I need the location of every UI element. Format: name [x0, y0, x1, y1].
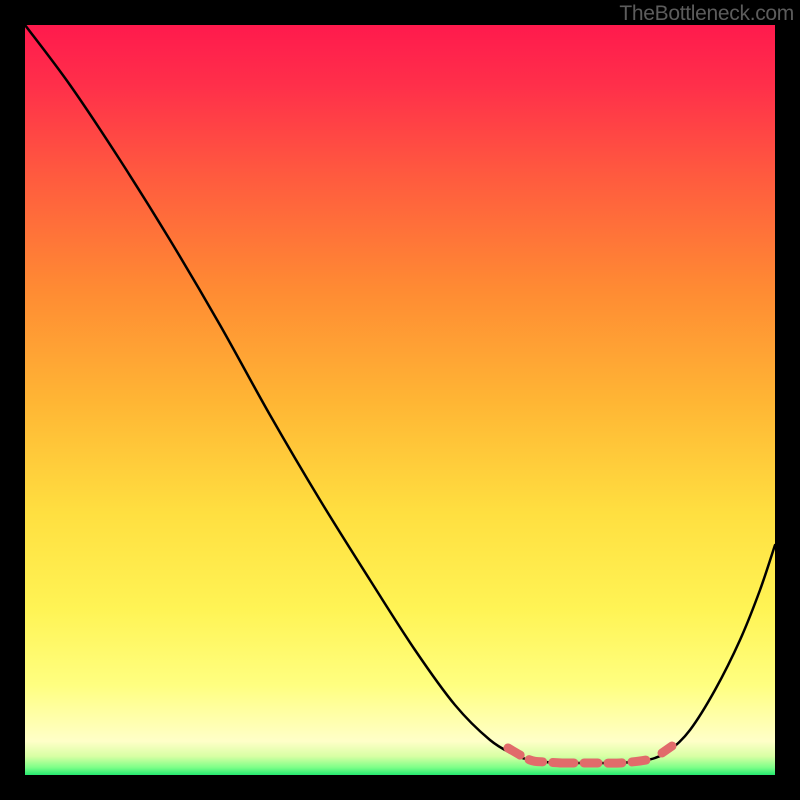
optimal-range-marker-1: [560, 759, 652, 763]
plot-background: [25, 25, 775, 775]
bottleneck-curve-plot: [0, 0, 800, 800]
optimal-range-marker-2: [662, 746, 672, 753]
chart-container: TheBottleneck.com: [0, 0, 800, 800]
watermark-text: TheBottleneck.com: [619, 2, 794, 26]
